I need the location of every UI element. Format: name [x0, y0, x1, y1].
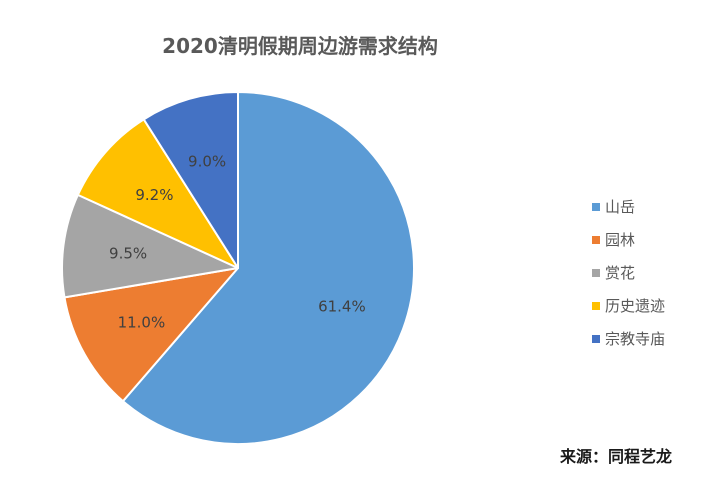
legend-label-5: 宗教寺庙	[605, 330, 665, 348]
legend-label-3: 赏花	[605, 264, 635, 282]
source-note: 来源：同程艺龙	[559, 447, 672, 466]
slice-label-4: 9.2%	[135, 186, 173, 204]
legend-label-2: 园林	[605, 231, 635, 249]
pie-slice-2	[63, 267, 239, 403]
pie-slices	[61, 91, 415, 445]
slice-label-5: 9.0%	[188, 153, 226, 171]
pie-slice-3	[61, 193, 239, 299]
slice-labels: 61.4% 11.0% 9.5% 9.2% 9.0%	[109, 153, 366, 332]
pie-slice-5	[142, 91, 239, 269]
slice-label-2: 11.0%	[118, 313, 166, 331]
legend-label-1: 山岳	[605, 198, 635, 216]
pie-slice-4	[76, 118, 239, 269]
legend-swatch-2	[592, 236, 600, 244]
slice-label-3: 9.5%	[109, 245, 147, 263]
legend-swatch-1	[592, 203, 600, 211]
legend-swatch-3	[592, 269, 600, 277]
legend-label-4: 历史遗迹	[605, 297, 665, 315]
chart-title: 2020清明假期周边游需求结构	[162, 34, 438, 58]
slice-label-1: 61.4%	[318, 298, 366, 316]
legend-swatch-4	[592, 302, 600, 310]
pie-slice-1	[121, 91, 415, 445]
legend-swatch-5	[592, 335, 600, 343]
